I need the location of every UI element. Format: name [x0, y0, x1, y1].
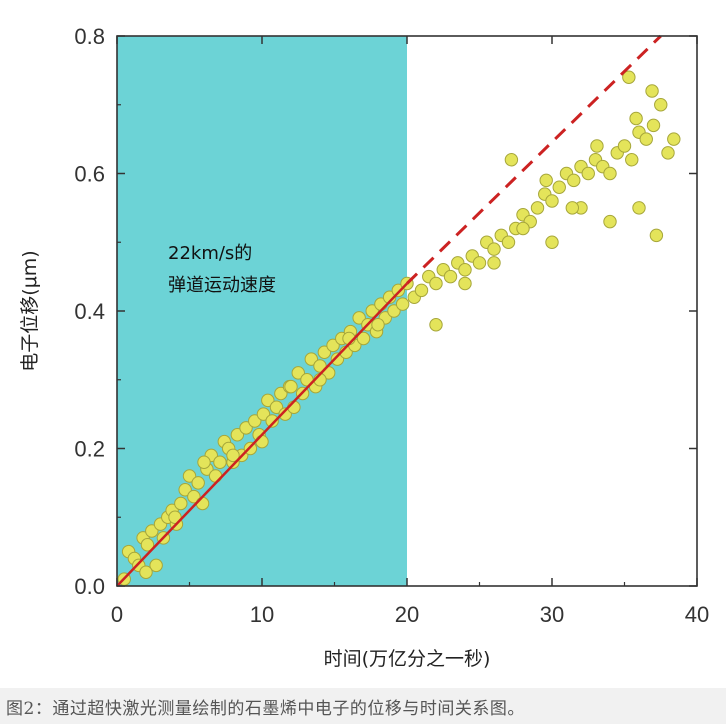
data-point [603, 214, 617, 229]
data-point [429, 276, 443, 291]
data-point [230, 428, 245, 442]
data-point [291, 366, 305, 380]
x-tick-label: 20 [395, 602, 419, 627]
annotation-line-2: 弹道运动速度 [168, 275, 276, 296]
data-point [197, 455, 211, 469]
data-point [501, 235, 516, 249]
data-point [191, 476, 205, 490]
figure-caption-bar: 图2：通过超快激光测量绘制的石墨烯中电子的位移与时间关系图。 [0, 688, 726, 724]
shaded-region [117, 36, 407, 586]
data-point [274, 386, 288, 401]
data-point [581, 166, 595, 181]
data-point [458, 276, 472, 291]
data-point [265, 414, 279, 428]
data-point [590, 139, 604, 153]
data-point [139, 565, 153, 579]
data-point [178, 483, 192, 497]
data-point [458, 263, 472, 277]
fit-line [116, 282, 408, 587]
data-point [255, 434, 269, 449]
data-point [539, 173, 553, 188]
data-point [472, 256, 487, 270]
data-point [284, 379, 298, 394]
x-tick-label: 30 [540, 602, 564, 627]
data-point [667, 132, 681, 146]
data-point [391, 283, 405, 298]
data-point [356, 331, 371, 346]
data-point [187, 489, 201, 504]
data-point [625, 153, 639, 167]
data-point [649, 228, 664, 243]
y-tick-label: 0.8 [74, 24, 105, 49]
data-point [182, 469, 197, 483]
data-point [304, 352, 318, 366]
data-point [487, 256, 501, 270]
data-point [622, 70, 636, 84]
data-point [213, 455, 227, 469]
data-point [646, 118, 661, 133]
data-point [395, 297, 410, 311]
y-tick-label: 0.4 [74, 299, 105, 324]
data-point [149, 558, 163, 573]
data-point [661, 146, 675, 160]
data-point [504, 153, 519, 167]
data-point [269, 400, 284, 414]
data-point [371, 318, 385, 332]
data-point [278, 407, 292, 421]
data-point [174, 496, 188, 511]
data-point [365, 304, 379, 318]
data-point [248, 414, 262, 428]
data-point [330, 352, 345, 366]
data-point [317, 345, 332, 359]
data-point [352, 311, 366, 325]
data-point [226, 448, 240, 463]
data-point [487, 242, 501, 256]
data-point [530, 201, 545, 215]
x-axis-label: 时间(万亿分之一秒) [324, 648, 491, 670]
data-point [654, 98, 668, 112]
extrapolation-line [405, 34, 662, 285]
data-point [387, 304, 401, 318]
data-point [256, 407, 271, 421]
data-point [429, 318, 443, 332]
chart: 0 10 20 30 40 0.0 0.2 0.4 0.6 0.8 22km/s的弹道运动速度时间(… [19, 24, 709, 670]
data-point [603, 166, 617, 181]
annotation-line-1: 22km/s的 [168, 243, 252, 264]
data-point [414, 283, 429, 298]
data-point [567, 173, 581, 188]
data-point [632, 201, 646, 215]
y-tick-label: 0.2 [74, 437, 105, 462]
data-point [443, 269, 458, 284]
data-point [140, 538, 155, 552]
plot-frame [116, 35, 698, 587]
data-point [545, 235, 559, 249]
x-tick-label: 10 [250, 602, 274, 627]
data-point [545, 194, 559, 208]
y-axis-label: 电子位移(μm) [19, 250, 41, 371]
data-point [639, 132, 653, 146]
y-tick-label: 0.0 [74, 574, 105, 599]
data-point [326, 338, 340, 353]
x-tick-label: 40 [685, 602, 709, 627]
data-point [645, 84, 659, 98]
data-point [629, 111, 643, 126]
data-point [239, 421, 253, 435]
data-point [261, 393, 275, 408]
figure-caption: 图2：通过超快激光测量绘制的石墨烯中电子的位移与时间关系图。 [6, 699, 525, 719]
data-point [516, 221, 530, 236]
y-tick-label: 0.6 [74, 162, 105, 187]
x-tick-label: 0 [111, 602, 123, 627]
data-point [565, 201, 579, 215]
data-point [195, 496, 210, 511]
data-point [552, 180, 566, 194]
data-point [145, 524, 159, 538]
data-point [617, 139, 632, 153]
